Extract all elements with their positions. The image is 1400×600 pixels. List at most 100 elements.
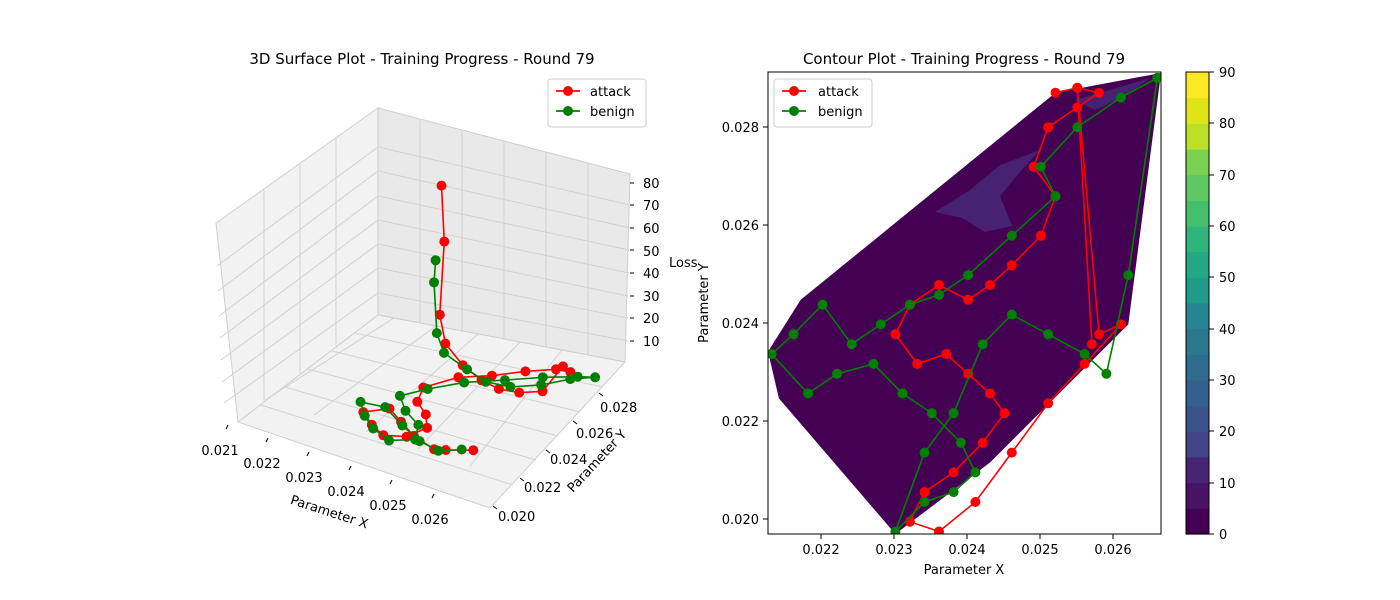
contour-benign-point — [788, 329, 799, 340]
contour-benign-point — [919, 497, 930, 507]
contour-attack-point — [934, 526, 944, 534]
contour-attack-point — [1006, 260, 1017, 271]
plot3d-attack-point — [520, 366, 531, 377]
colorbar-band — [1186, 457, 1209, 484]
colorbar-band — [1186, 508, 1209, 535]
contour-plot: Contour Plot - Training Progress - Round… — [697, 50, 1236, 578]
contour-attack-point — [1043, 398, 1054, 409]
contour-benign-point — [1101, 368, 1112, 379]
colorbar-band — [1186, 303, 1209, 330]
plot3d-zlabel: Loss — [669, 256, 698, 271]
contour-xtick-labels: 0.022 0.023 0.024 0.025 0.026 — [802, 543, 1131, 558]
plot3d-benign-line — [359, 260, 596, 452]
contour-attack-point — [1006, 447, 1017, 458]
contour-attack-point — [1028, 161, 1039, 172]
contour-benign-point — [817, 299, 828, 310]
colorbar-band — [1186, 251, 1209, 278]
contour-legend-attack-marker — [789, 86, 799, 96]
contour-benign-point — [919, 447, 930, 458]
plot3d-benign-point — [462, 364, 473, 375]
plot3d-legend-benign-marker — [563, 106, 573, 116]
contour-benign-point — [1043, 329, 1054, 340]
plot3d-traces — [355, 180, 601, 456]
contour-legend-benign-marker — [789, 106, 799, 116]
plot3d-attack-point — [486, 370, 497, 381]
plot3d-ytick-label: 0.022 — [524, 481, 561, 496]
contour-attack-point — [941, 349, 952, 359]
plot3d-attack-point — [440, 338, 451, 349]
contour-attack-point — [1072, 102, 1083, 113]
contour-attack-point — [948, 467, 959, 478]
colorbar-tick-label: 70 — [1219, 169, 1236, 184]
plot3d-attack-point — [565, 367, 576, 378]
contour-ytick-label: 0.020 — [722, 513, 759, 528]
plot3d-attack-point — [514, 387, 525, 398]
colorbar-tick-labels: 0 10 20 30 40 50 60 70 80 90 — [1219, 66, 1236, 543]
plot3d-benign-point — [413, 419, 424, 430]
contour-benign-point — [955, 437, 966, 448]
contour-attack-point — [934, 280, 944, 290]
colorbar-tick-label: 30 — [1219, 374, 1236, 389]
contour-benign-point — [1072, 122, 1083, 133]
contour-ytick-label: 0.026 — [722, 219, 759, 234]
contour-xtick-label: 0.022 — [802, 543, 839, 558]
colorbar-tick-label: 0 — [1219, 528, 1227, 543]
plot3d-attack-point — [439, 236, 450, 247]
contour-attack-point — [912, 358, 923, 369]
colorbar-band — [1186, 354, 1209, 381]
colorbar-tick-label: 90 — [1219, 66, 1236, 81]
plot3d-benign-point — [384, 435, 395, 446]
contour-ytick-labels: 0.020 0.022 0.024 0.026 0.028 — [722, 121, 759, 528]
plot3d-attack-point — [412, 396, 423, 407]
contour-level-band — [1075, 78, 1150, 110]
plot3d-ztick-label: 80 — [643, 177, 660, 192]
plot3d-attack-point — [436, 180, 447, 191]
contour-benign-point — [948, 408, 959, 419]
contour-attack-point — [1035, 230, 1046, 241]
contour-benign-point — [897, 388, 908, 399]
colorbar-band — [1186, 123, 1209, 150]
colorbar-band — [1186, 277, 1209, 304]
contour-benign-point — [846, 339, 857, 350]
contour-content — [768, 72, 1161, 534]
contour-title: Contour Plot - Training Progress - Round… — [803, 50, 1125, 68]
contour-attack-point — [985, 280, 995, 290]
plot3d-benign-point — [429, 277, 439, 288]
plot3d-benign-point — [397, 420, 408, 431]
contour-attack-point — [904, 516, 915, 527]
contour-benign-point — [1123, 270, 1134, 281]
contour-attack-point — [1050, 87, 1061, 98]
contour-traces — [768, 72, 1161, 534]
plot3d-benign-point — [355, 396, 366, 407]
contour-xticks — [820, 534, 1114, 539]
plot3d-xtick-label: 0.024 — [327, 485, 364, 500]
contour-xtick-label: 0.026 — [1094, 543, 1131, 558]
plot3d-pane-floor — [236, 314, 626, 509]
plot3d-attack-point — [468, 445, 479, 456]
contour-benign-point — [926, 408, 937, 419]
contour-benign-point — [890, 526, 901, 534]
contour-benign-point — [1006, 230, 1017, 241]
contour-attack-point — [1072, 82, 1083, 93]
contour-benign-point — [948, 487, 959, 498]
contour-attack-point — [985, 388, 995, 399]
plot3d-benign-point — [537, 372, 548, 383]
contour-xtick-label: 0.025 — [1021, 543, 1058, 558]
contour-attack-point — [1079, 358, 1090, 369]
contour-attack-line — [894, 86, 1122, 533]
colorbar-band — [1186, 380, 1209, 407]
plot3d-xtick-label: 0.021 — [201, 444, 238, 459]
contour-ytick-label: 0.022 — [722, 415, 759, 430]
plot3d-benign-point — [590, 372, 601, 383]
plot3d-ztick-label: 30 — [643, 290, 660, 305]
colorbar-band — [1186, 149, 1209, 176]
plot3d-xtick-label: 0.023 — [285, 471, 322, 486]
colorbar-band — [1186, 72, 1209, 99]
plot3d-ztick-label: 60 — [643, 222, 660, 237]
plot3d-benign-point — [456, 444, 467, 455]
contour-attack-point — [963, 294, 974, 305]
contour-legend-benign-label: benign — [818, 105, 863, 120]
plot3d-benign-point — [422, 384, 433, 394]
colorbar-frame — [1185, 71, 1210, 535]
plot3d-xtick-labels: 0.021 0.022 0.023 0.024 0.025 0.026 — [201, 444, 448, 528]
